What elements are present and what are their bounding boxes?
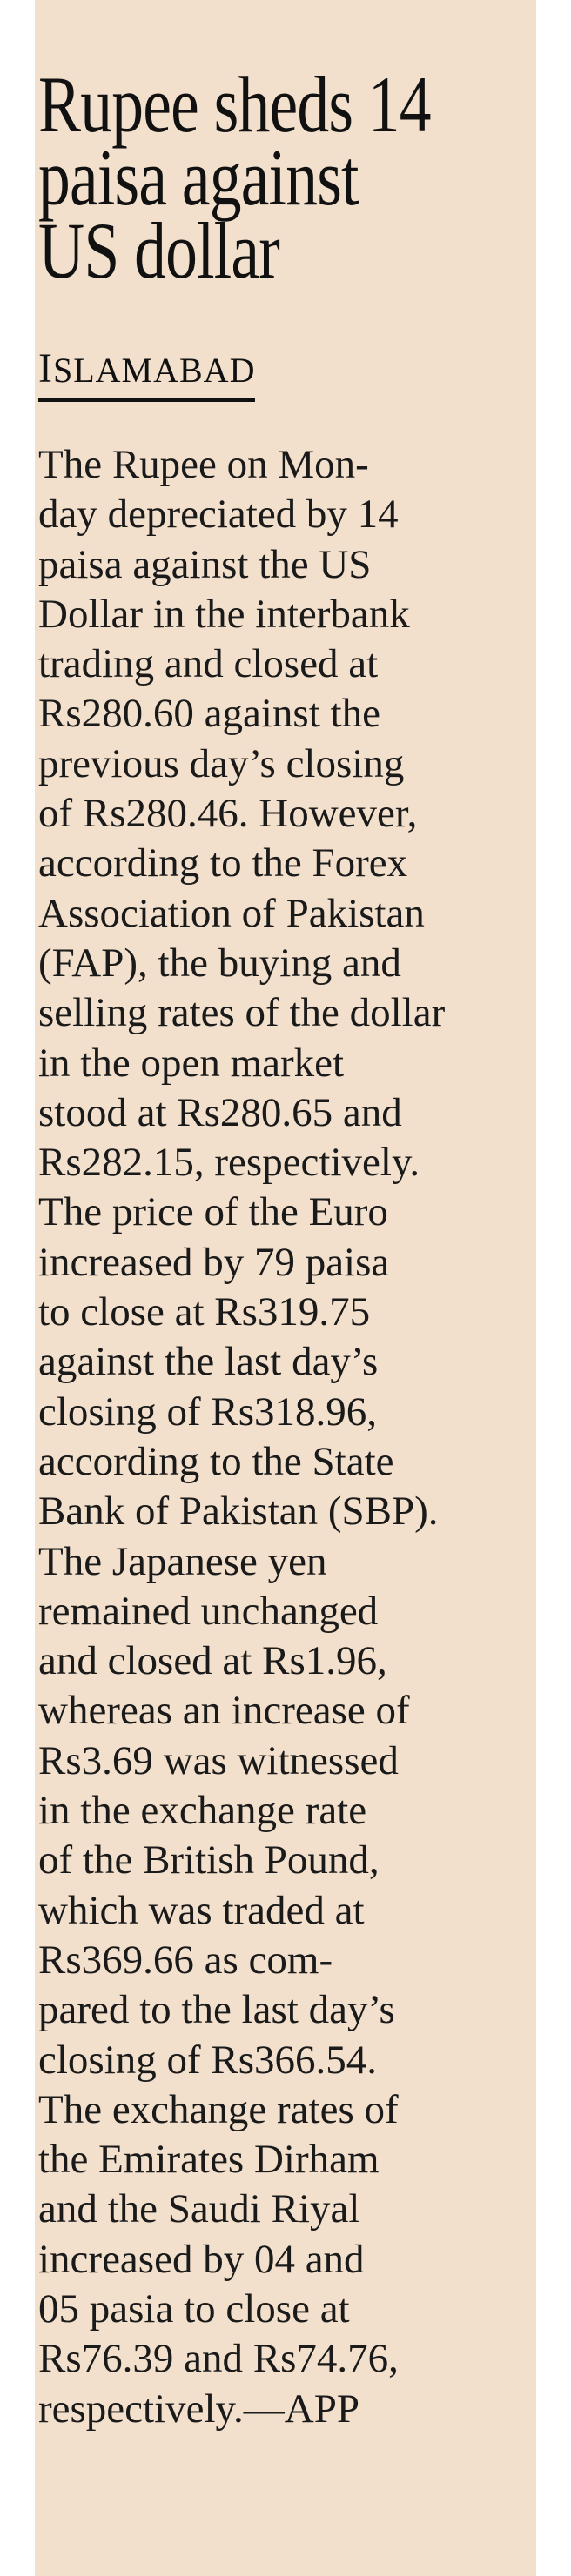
body-line: increased by 04 and — [38, 2236, 365, 2282]
body-line: Rs3.69 was witnessed — [38, 1737, 399, 1783]
body-line: Association of Pakistan — [38, 890, 425, 936]
body-line: of Rs280.46. However, — [38, 791, 418, 837]
body-line: against the last day’s — [38, 1339, 379, 1385]
body-line: increased by 79 paisa — [38, 1239, 390, 1285]
body-line: (FAP), the buying and — [38, 940, 401, 986]
body-line: to close at Rs319.75 — [38, 1289, 371, 1335]
body-line: and closed at Rs1.96, — [38, 1638, 387, 1684]
body-line: closing of Rs366.54. — [38, 2037, 378, 2083]
body-line: Bank of Pakistan (SBP). — [38, 1489, 439, 1535]
headline-line: paisa against — [38, 133, 359, 222]
body-line: The Rupee on Mon- — [38, 442, 369, 487]
body-line: paisa against the US — [38, 541, 372, 587]
body-line: day depreciated by 14 — [38, 492, 399, 538]
body-line: whereas an increase of — [38, 1688, 410, 1734]
body-line: respectively.—APP — [38, 2385, 359, 2432]
headline-line: Rupee sheds 14 — [38, 60, 432, 149]
body-line: according to the Forex — [38, 840, 408, 887]
body-line: The Japanese yen — [38, 1538, 327, 1584]
body-line: Rs369.66 as com- — [38, 1937, 333, 1983]
body-line: selling rates of the dollar — [38, 990, 446, 1036]
body-line: which was traded at — [38, 1887, 365, 1933]
headline: Rupee sheds 14 paisa against US dollar — [38, 60, 526, 295]
body-line: and the Saudi Riyal — [38, 2186, 360, 2232]
article-body: The Rupee on Mon-day depreciated by 14 pa… — [38, 440, 536, 2434]
body-line: the Emirates Dirham — [38, 2137, 380, 2183]
body-line: in the exchange rate — [38, 1788, 367, 1834]
body-line: Rs282.15, respectively. — [38, 1140, 420, 1186]
body-line: pared to the last day’s — [38, 1987, 395, 2033]
body-line: of the British Pound, — [38, 1837, 380, 1883]
body-line: stood at Rs280.65 and — [38, 1089, 402, 1135]
body-line: previous day’s closing — [38, 740, 405, 786]
body-line: according to the State — [38, 1438, 394, 1484]
body-line: closing of Rs318.96, — [38, 1388, 378, 1435]
body-line: The exchange rates of — [38, 2086, 399, 2132]
dateline: ISLAMABAD — [38, 345, 256, 402]
body-line: The price of the Euro — [38, 1189, 388, 1235]
body-line: 05 pasia to close at — [38, 2285, 350, 2332]
body-line: in the open market — [38, 1040, 345, 1086]
body-line: Rs280.60 against the — [38, 691, 380, 737]
body-line: Dollar in the interbank — [38, 591, 410, 637]
body-line: trading and closed at — [38, 641, 379, 687]
body-line: remained unchanged — [38, 1588, 379, 1634]
headline-line: US dollar — [38, 206, 280, 295]
body-line: Rs76.39 and Rs74.76, — [38, 2336, 399, 2382]
article-column: Rupee sheds 14 paisa against US dollar ISL… — [35, 0, 536, 2576]
